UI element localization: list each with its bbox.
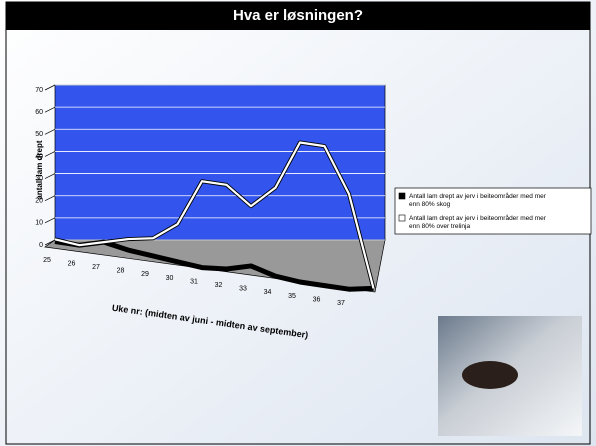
y-tick [44,151,56,157]
x-tick-label: 30 [166,275,174,282]
x-tick-label: 29 [141,271,149,278]
x-tick-label: 36 [313,296,321,303]
x-tick-label: 27 [92,264,100,271]
x-tick-label: 32 [215,282,223,289]
y-tick [44,239,56,246]
legend-swatch [398,214,406,222]
legend-label-line: Antall lam drept av jerv i beiteområder … [409,214,547,222]
x-tick-label: 37 [337,300,345,307]
x-tick-label: 28 [117,268,125,275]
y-tick-label: 20 [35,198,43,205]
x-tick-label: 31 [190,278,198,285]
y-axis-title: antall lam drept [35,140,44,199]
series-line [54,141,375,289]
y-tick [44,106,56,113]
y-tick [44,84,56,91]
y-tick-label: 30 [35,175,43,182]
legend [394,187,592,235]
x-tick-label: 25 [43,257,51,264]
y-tick-label: 60 [35,109,43,116]
legend-label-line: enn 80% over trelinja [409,223,470,230]
legend-label-line: Antall lam drept av jerv i beiteområder … [409,192,547,200]
y-tick-label: 50 [35,131,43,138]
y-tick-label: 0 [39,242,43,249]
legend-label: Antall lam drept av jerv i beiteområder … [409,192,547,208]
y-tick-label: 70 [35,87,43,94]
x-tick-label: 26 [68,260,76,267]
chart-wall [54,84,386,241]
legend-label: Antall lam drept av jerv i beiteområder … [409,214,547,230]
y-tick-label: 40 [35,153,43,160]
title-bar [6,2,590,30]
slide-title: Hva er løsningen? [233,7,363,24]
x-tick-label: 35 [288,293,296,300]
y-tick [44,173,56,179]
photo-animal [462,361,518,389]
y-tick [44,128,56,135]
y-tick [44,217,56,224]
y-tick-label: 10 [35,220,43,227]
x-tick-label: 34 [264,289,272,296]
x-tick-label: 33 [239,286,247,293]
legend-swatch [398,192,406,200]
y-tick [44,195,56,202]
legend-label-line: enn 80% skog [409,201,451,208]
